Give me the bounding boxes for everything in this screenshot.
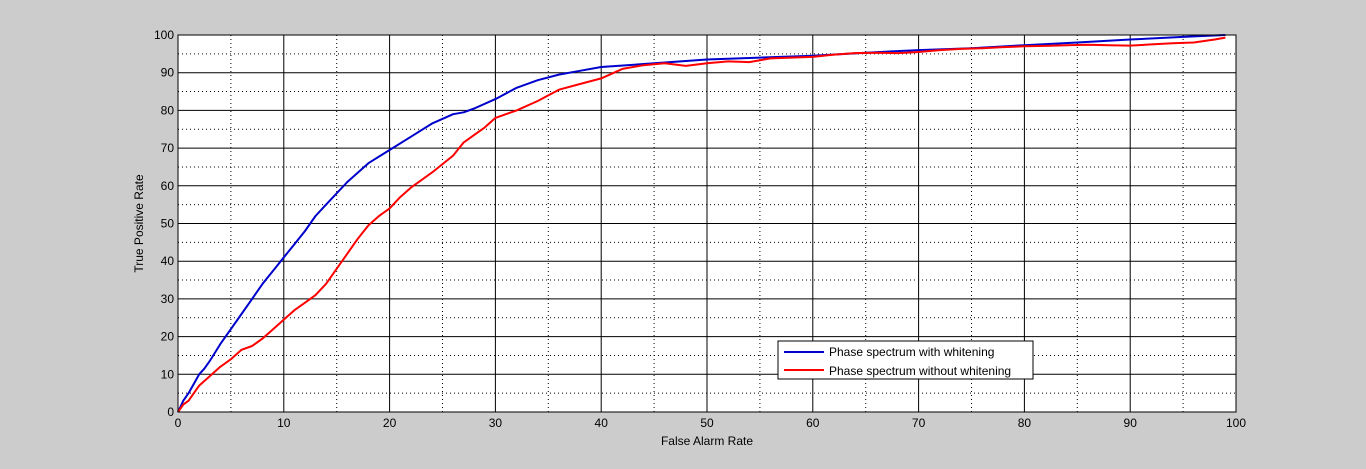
y-tick-label: 10 — [161, 367, 175, 381]
x-axis-label: False Alarm Rate — [661, 434, 753, 448]
grid-layer — [178, 35, 1236, 412]
y-tick-label: 30 — [161, 292, 175, 306]
y-tick-label: 90 — [161, 66, 175, 80]
series-layer — [177, 34, 1226, 413]
x-tick-label: 30 — [489, 416, 503, 430]
x-tick-label: 60 — [806, 416, 820, 430]
legend-label-with-whitening: Phase spectrum with whitening — [829, 345, 994, 359]
legend: Phase spectrum with whitening Phase spec… — [777, 340, 1034, 380]
y-tick-label: 70 — [161, 141, 175, 155]
y-tick-label: 40 — [161, 254, 175, 268]
x-tick-label: 20 — [383, 416, 397, 430]
series-line-without-whitening — [177, 36, 1226, 413]
y-tick-label: 20 — [161, 330, 175, 344]
y-axis-label: True Positive Rate — [132, 174, 146, 273]
legend-label-without-whitening: Phase spectrum without whitening — [829, 364, 1011, 378]
x-tick-label: 70 — [912, 416, 926, 430]
plot-frame — [177, 34, 1237, 413]
tick-layer: 0 10 20 30 40 50 60 70 80 90 100 0 10 20 30 40 50 60 70 80 9… — [154, 28, 1246, 430]
legend-box — [777, 340, 1034, 380]
y-tick-label: 100 — [154, 28, 174, 42]
x-tick-label: 50 — [700, 416, 714, 430]
x-tick-label: 40 — [595, 416, 609, 430]
x-tick-label: 80 — [1018, 416, 1032, 430]
y-tick-label: 50 — [161, 217, 175, 231]
x-tick-label: 100 — [1226, 416, 1246, 430]
x-tick-label: 90 — [1124, 416, 1138, 430]
y-tick-label: 80 — [161, 103, 175, 117]
x-tick-label: 0 — [175, 416, 182, 430]
y-tick-label: 0 — [167, 405, 174, 419]
x-tick-label: 10 — [277, 416, 291, 430]
y-tick-label: 60 — [161, 179, 175, 193]
